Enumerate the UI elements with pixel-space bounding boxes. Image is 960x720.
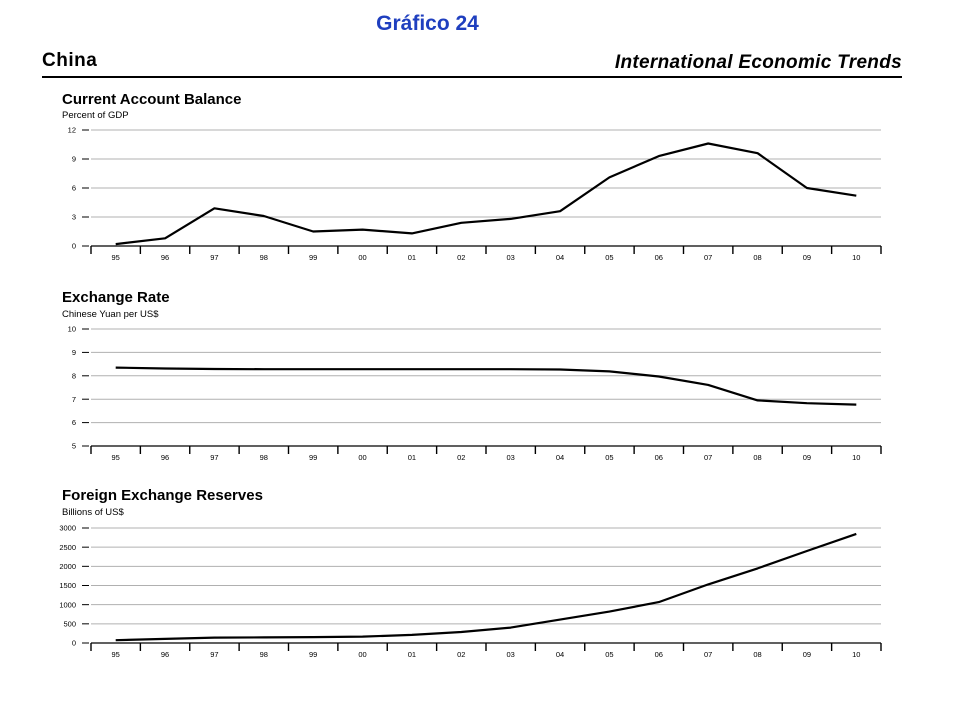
x-tick-label: 10 (852, 453, 860, 462)
x-tick-label: 00 (358, 453, 366, 462)
x-tick-label: 99 (309, 650, 317, 659)
y-tick-label: 12 (68, 126, 76, 135)
x-tick-label: 98 (260, 650, 268, 659)
country-label: China (42, 50, 98, 71)
y-tick-label: 7 (72, 395, 76, 404)
y-tick-label: 2500 (59, 543, 76, 552)
exchange-rate-title: Exchange Rate (62, 289, 170, 306)
x-tick-label: 05 (605, 253, 613, 262)
x-tick-label: 06 (655, 253, 663, 262)
x-tick-label: 99 (309, 253, 317, 262)
y-tick-label: 5 (72, 442, 76, 451)
y-tick-label: 0 (72, 242, 76, 251)
x-tick-label: 07 (704, 253, 712, 262)
current-account-title: Current Account Balance (62, 91, 242, 108)
y-tick-label: 1500 (59, 581, 76, 590)
x-tick-label: 96 (161, 453, 169, 462)
x-tick-label: 98 (260, 453, 268, 462)
y-tick-label: 6 (72, 418, 76, 427)
x-tick-label: 05 (605, 453, 613, 462)
x-tick-label: 96 (161, 253, 169, 262)
x-tick-label: 95 (112, 253, 120, 262)
x-tick-label: 02 (457, 650, 465, 659)
y-tick-label: 8 (72, 371, 76, 380)
x-tick-label: 06 (655, 650, 663, 659)
x-tick-label: 95 (112, 453, 120, 462)
publication-title: International Economic Trends (614, 52, 902, 73)
x-tick-label: 09 (803, 253, 811, 262)
x-tick-label: 04 (556, 650, 564, 659)
x-tick-label: 06 (655, 453, 663, 462)
reserves-unit: Billions of US$ (62, 507, 124, 518)
x-tick-label: 07 (704, 453, 712, 462)
y-tick-label: 9 (72, 155, 76, 164)
y-tick-label: 6 (72, 184, 76, 193)
x-tick-label: 08 (753, 253, 761, 262)
x-tick-label: 95 (112, 650, 120, 659)
y-tick-label: 2000 (59, 562, 76, 571)
x-tick-label: 07 (704, 650, 712, 659)
y-tick-label: 3 (72, 213, 76, 222)
x-tick-label: 01 (408, 453, 416, 462)
x-tick-label: 08 (753, 650, 761, 659)
x-tick-label: 97 (210, 253, 218, 262)
y-tick-label: 500 (63, 619, 76, 628)
y-tick-label: 0 (72, 639, 76, 648)
x-tick-label: 02 (457, 453, 465, 462)
y-tick-label: 3000 (59, 524, 76, 533)
y-tick-label: 9 (72, 348, 76, 357)
series-line (115, 532, 857, 642)
y-tick-label: 10 (68, 325, 76, 334)
exchange-rate-unit: Chinese Yuan per US$ (62, 309, 159, 320)
x-tick-label: 03 (507, 453, 515, 462)
exchange-rate-chart: 5 6 7 8 9 10 95 96 97 98 99 00 01 02 03 04 05 06 07 08 09 10 (68, 325, 882, 462)
x-tick-label: 03 (507, 253, 515, 262)
current-account-unit: Percent of GDP (62, 110, 129, 121)
x-tick-label: 97 (210, 650, 218, 659)
x-tick-label: 00 (358, 253, 366, 262)
reserves-title: Foreign Exchange Reserves (62, 487, 263, 504)
x-tick-label: 01 (408, 253, 416, 262)
x-tick-label: 10 (852, 650, 860, 659)
x-tick-label: 99 (309, 453, 317, 462)
x-tick-label: 04 (556, 453, 564, 462)
series-line (115, 142, 857, 246)
x-tick-label: 03 (507, 650, 515, 659)
x-tick-label: 05 (605, 650, 613, 659)
page-title: Gráfico 24 (376, 12, 479, 35)
x-tick-label: 98 (260, 253, 268, 262)
x-tick-label: 97 (210, 453, 218, 462)
y-tick-label: 1000 (59, 600, 76, 609)
x-tick-label: 96 (161, 650, 169, 659)
x-tick-label: 02 (457, 253, 465, 262)
x-tick-label: 01 (408, 650, 416, 659)
x-tick-label: 09 (803, 453, 811, 462)
x-tick-label: 04 (556, 253, 564, 262)
series-line (115, 366, 857, 406)
x-tick-label: 09 (803, 650, 811, 659)
x-tick-label: 08 (753, 453, 761, 462)
header-divider (42, 76, 902, 78)
x-tick-label: 10 (852, 253, 860, 262)
x-tick-label: 00 (358, 650, 366, 659)
reserves-chart: 0 500 1000 1500 2000 2500 3000 95 96 97 98 99 00 01 02… (59, 524, 882, 659)
